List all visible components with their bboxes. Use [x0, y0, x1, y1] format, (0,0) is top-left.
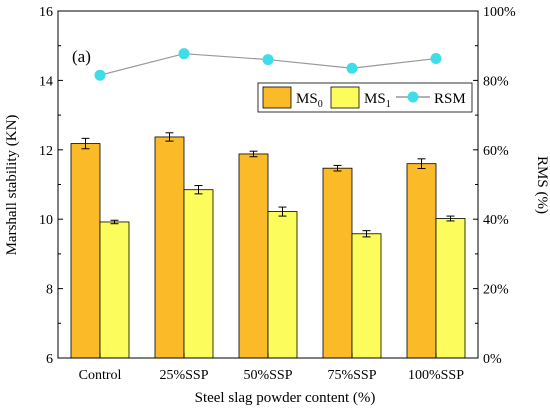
axes-layer: Control 25%SSP 50%SSP 75%SSP 100%SSP 6 8 10 12 14…	[39, 5, 516, 383]
y2-tick-label-4: 80%	[483, 74, 509, 89]
y-tick-label-0: 6	[46, 352, 53, 367]
y2-tick-label-3: 60%	[483, 144, 509, 159]
bar-ms1-1	[183, 189, 214, 359]
bar-ms0-4	[406, 163, 437, 359]
y-tick-label-3: 12	[39, 144, 53, 159]
legend-label-ms1: MS1	[364, 91, 391, 110]
bar-ms1-2	[267, 211, 298, 359]
rsm-point-4	[430, 53, 442, 65]
y2-tick-label-2: 40%	[483, 213, 509, 228]
error-bars-layer	[81, 132, 455, 238]
legend: MS0 MS1 RSM	[257, 82, 473, 113]
x-tick-label-4: 100%SSP	[408, 368, 464, 383]
panel-label: (a)	[72, 47, 91, 66]
y-tick-label-4: 14	[39, 74, 53, 89]
rsm-line-layer	[94, 48, 442, 81]
legend-label-rsm: RSM	[434, 91, 466, 107]
x-axis-title: Steel slag powder content (%)	[195, 390, 376, 406]
x-tick-label-0: Control	[79, 368, 122, 383]
bar-ms1-4	[435, 218, 466, 359]
bar-ms1-0	[99, 221, 130, 359]
y2-tick-label-5: 100%	[483, 5, 516, 20]
legend-swatch-ms1	[330, 86, 360, 109]
bar-ms0-1	[154, 136, 185, 359]
y-tick-label-5: 16	[39, 5, 53, 20]
y2-tick-label-1: 20%	[483, 283, 509, 298]
rsm-point-0	[94, 69, 106, 81]
x-tick-label-1: 25%SSP	[159, 368, 208, 383]
bar-ms1-3	[351, 233, 382, 359]
legend-label-ms0: MS0	[296, 91, 323, 110]
bar-ms0-2	[238, 153, 269, 359]
y2-tick-label-0: 0%	[483, 352, 502, 367]
rsm-point-3	[346, 62, 358, 74]
rsm-point-1	[178, 48, 190, 60]
bar-ms0-0	[70, 143, 101, 359]
y2-axis-title: RMS (%)	[534, 156, 550, 214]
legend-marker-rsm	[407, 91, 419, 103]
x-tick-label-3: 75%SSP	[327, 368, 376, 383]
legend-box	[257, 82, 473, 113]
y-tick-label-1: 8	[46, 283, 53, 298]
rsm-point-2	[262, 54, 274, 66]
y-axis-title: Marshall stability (KN)	[4, 115, 20, 256]
x-tick-label-2: 50%SSP	[243, 368, 292, 383]
y-tick-label-2: 10	[39, 213, 53, 228]
bars-layer	[70, 136, 466, 359]
legend-swatch-ms0	[262, 86, 292, 109]
bar-ms0-3	[322, 167, 353, 359]
